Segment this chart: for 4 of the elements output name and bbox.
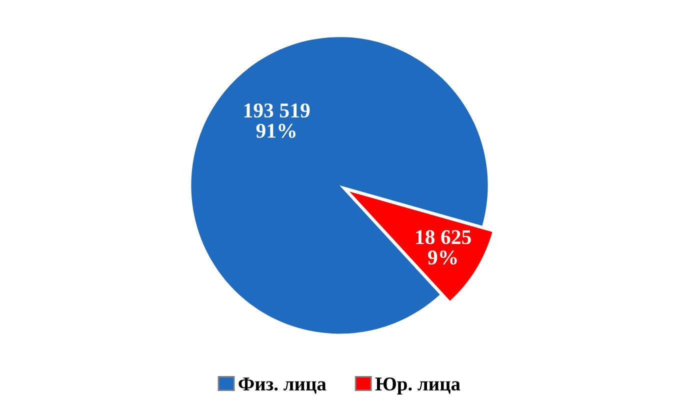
legend-label: Юр. лица [375, 377, 460, 394]
legend-label: Физ. лица [238, 378, 326, 394]
data-label: 193 519 91% [244, 104, 310, 138]
data-label: 18 625 9% [416, 230, 471, 265]
